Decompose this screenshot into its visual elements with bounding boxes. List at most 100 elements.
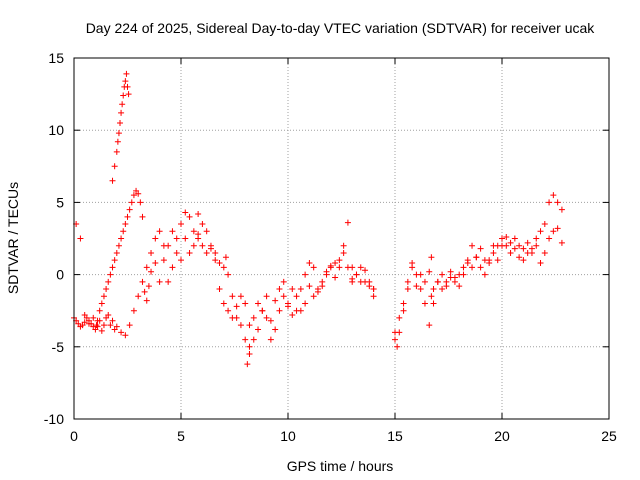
data-point: [115, 242, 122, 249]
data-point: [366, 283, 373, 290]
data-point: [554, 199, 561, 206]
data-point: [233, 314, 240, 321]
data-point: [203, 228, 210, 235]
data-point: [473, 254, 480, 261]
data-point: [220, 300, 227, 307]
data-point: [118, 235, 125, 242]
data-point: [413, 271, 420, 278]
plot-frame: [73, 57, 610, 420]
data-point: [285, 303, 291, 310]
data-point: [507, 249, 514, 256]
data-point: [451, 274, 458, 281]
chart-title: Day 224 of 2025, Sidereal Day-to-day VTE…: [86, 20, 596, 36]
data-point: [165, 278, 172, 285]
data-point: [169, 228, 176, 235]
data-point: [272, 297, 279, 304]
data-point: [511, 235, 518, 242]
data-point: [109, 177, 116, 184]
data-point: [276, 286, 283, 293]
data-point: [103, 286, 110, 293]
data-point: [135, 190, 142, 197]
data-point: [222, 254, 229, 261]
data-point: [145, 283, 152, 290]
data-point: [128, 199, 135, 206]
data-point: [122, 221, 129, 228]
data-point: [511, 245, 518, 252]
data-point: [190, 242, 197, 249]
data-point: [550, 192, 557, 199]
data-point: [430, 300, 437, 307]
data-point: [122, 332, 129, 339]
data-point: [160, 242, 167, 249]
data-point: [370, 293, 377, 300]
data-point: [554, 225, 561, 232]
data-point: [541, 249, 548, 256]
data-point: [349, 278, 356, 285]
data-point: [353, 271, 360, 278]
data-point: [199, 242, 206, 249]
data-point: [212, 257, 219, 264]
data-point: [135, 293, 142, 300]
data-point: [550, 228, 557, 235]
data-point: [115, 130, 122, 137]
data-point: [111, 257, 118, 264]
data-point: [124, 83, 131, 90]
grid: [74, 58, 609, 419]
x-tick-label: 20: [494, 428, 510, 444]
data-point: [370, 286, 377, 293]
data-point: [520, 245, 527, 252]
data-point: [94, 323, 101, 330]
data-point: [130, 307, 137, 314]
data-point: [319, 283, 326, 290]
data-point: [141, 288, 148, 295]
data-point: [250, 336, 257, 343]
data-point: [332, 274, 339, 281]
data-point: [130, 192, 137, 199]
data-point: [280, 293, 287, 300]
data-point: [182, 209, 189, 216]
data-point: [302, 300, 309, 307]
x-tick-label: 15: [387, 428, 403, 444]
y-tick-label: -10: [44, 411, 64, 427]
data-point: [246, 343, 253, 350]
x-tick-label: 0: [70, 428, 78, 444]
data-point: [173, 235, 180, 242]
data-point: [114, 138, 121, 145]
data-point: [541, 221, 548, 228]
data-point: [113, 249, 120, 256]
data-point: [546, 235, 553, 242]
data-point: [524, 239, 531, 246]
data-point: [139, 213, 146, 220]
data-point: [499, 235, 505, 242]
data-point: [297, 307, 304, 314]
data-point: [120, 92, 127, 99]
data-point: [421, 278, 428, 285]
data-point: [469, 264, 476, 271]
data-point: [417, 286, 424, 293]
data-point: [426, 322, 433, 329]
data-point: [443, 278, 450, 285]
data-point: [524, 249, 531, 256]
data-point: [533, 235, 540, 242]
data-point: [259, 307, 266, 314]
data-point: [105, 312, 112, 319]
data-point: [242, 336, 249, 343]
data-point: [98, 327, 105, 334]
axis-ticks: 0 5 10 15 20 25 -10 -5 0 5 10 15: [44, 50, 617, 444]
data-point: [125, 91, 132, 98]
data-point: [156, 228, 163, 235]
data-point: [537, 228, 544, 235]
data-point: [400, 307, 407, 314]
data-point: [323, 271, 330, 278]
data-point: [207, 242, 214, 249]
data-point: [428, 293, 435, 300]
data-point: [156, 278, 163, 285]
data-point: [516, 242, 523, 249]
data-point: [246, 351, 253, 358]
data-point: [306, 260, 313, 267]
data-point: [327, 264, 334, 271]
data-point: [77, 235, 84, 242]
data-point: [152, 260, 159, 267]
